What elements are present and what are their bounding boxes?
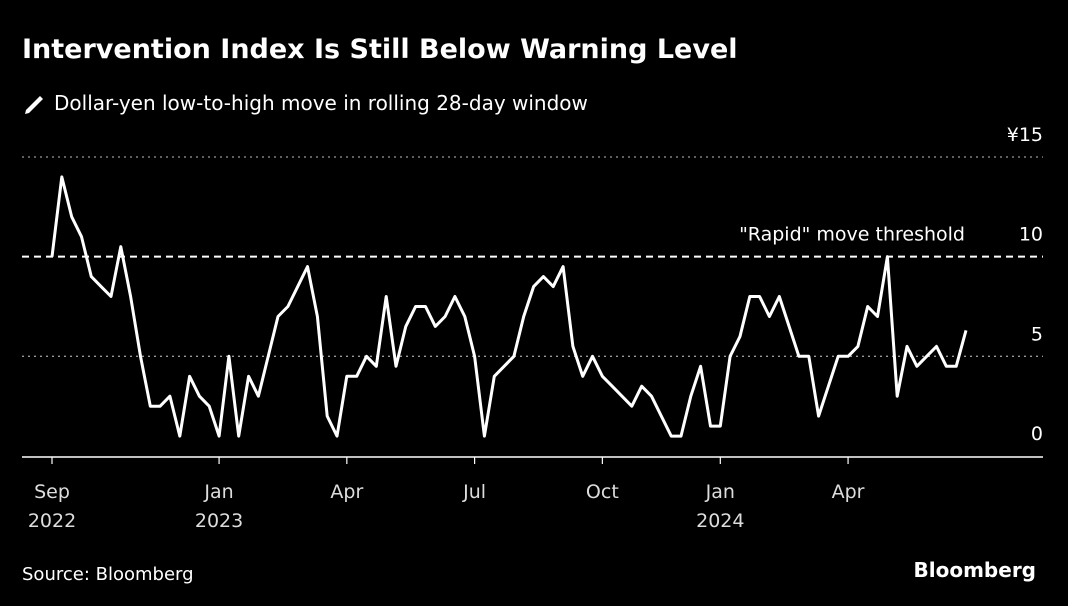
chart-title: Intervention Index Is Still Below Warnin… <box>22 34 738 65</box>
legend-icon <box>25 96 43 114</box>
y-tick-label: ¥15 <box>1007 124 1043 146</box>
x-tick-label: Jul <box>463 481 487 503</box>
threshold-label: "Rapid" move threshold <box>739 224 965 246</box>
x-tick-label: Apr <box>330 481 364 503</box>
x-tick-label: Jan 2023 <box>194 481 244 532</box>
x-tick-label: Apr <box>831 481 865 503</box>
legend-label: Dollar-yen low-to-high move in rolling 2… <box>54 91 588 115</box>
y-tick-label: 10 <box>1019 224 1043 246</box>
x-tick-label: Jan 2024 <box>696 481 745 532</box>
x-tick-label: Sep 2022 <box>27 481 77 532</box>
y-tick-label: 0 <box>1031 423 1043 445</box>
source: Source: Bloomberg <box>22 564 194 585</box>
brand: Bloomberg <box>914 558 1036 582</box>
x-tick-label: Oct <box>585 481 619 503</box>
y-tick-label: 5 <box>1031 323 1043 345</box>
line <box>50 175 968 438</box>
